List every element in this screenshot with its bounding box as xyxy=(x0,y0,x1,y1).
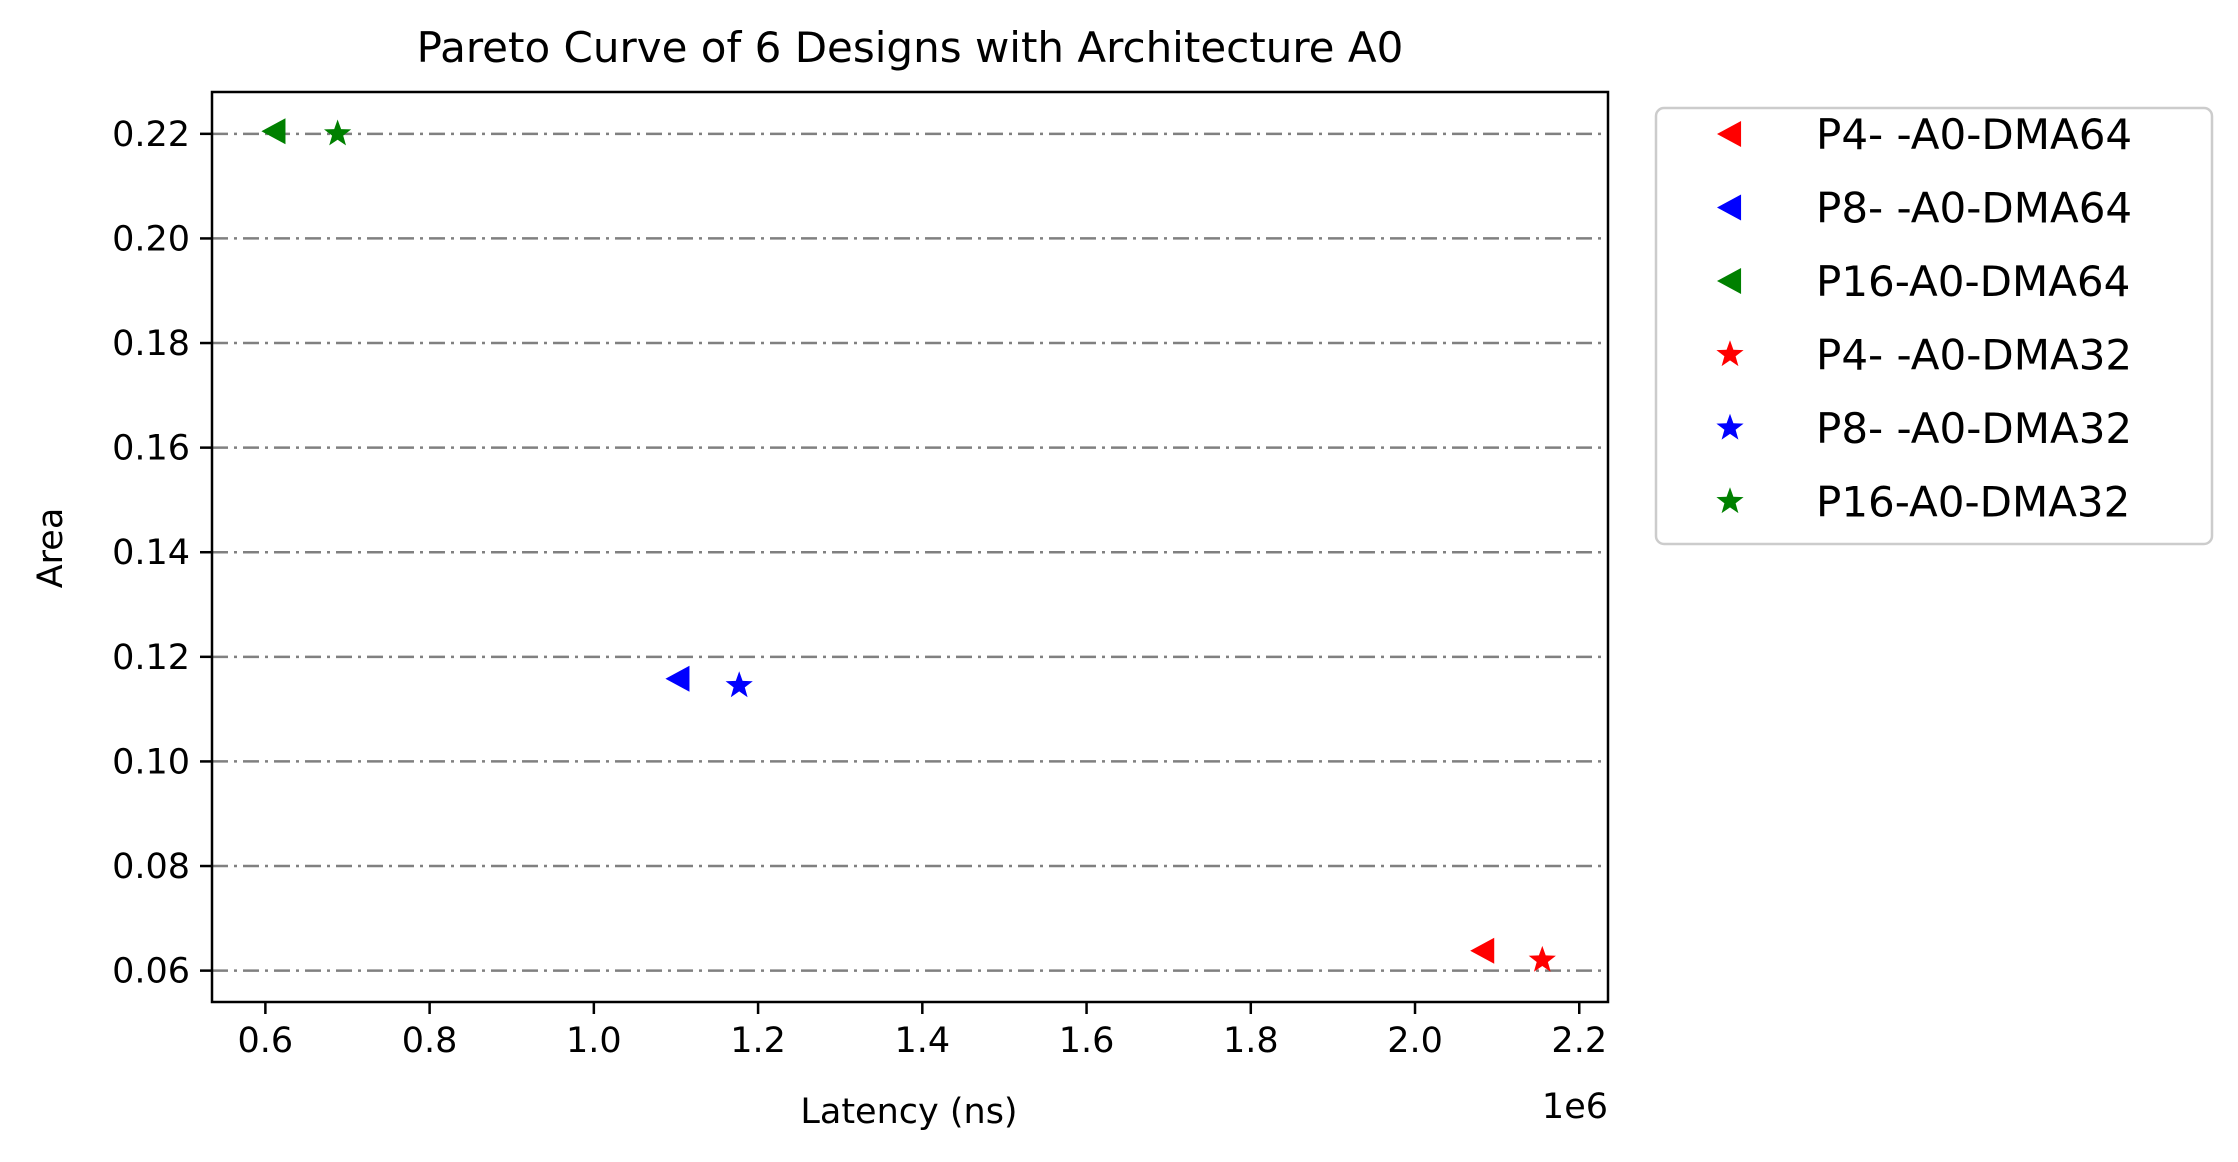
legend-entry-5: P16-A0-DMA32 xyxy=(1816,478,2130,527)
chart-title: Pareto Curve of 6 Designs with Architect… xyxy=(417,23,1404,72)
legend-marker-1 xyxy=(1717,194,1742,221)
plot-area-frame xyxy=(210,90,1610,1004)
x-tick-label: 0.6 xyxy=(238,1021,294,1061)
y-tick-label: 0.06 xyxy=(112,952,190,992)
x-tick-label: 0.8 xyxy=(402,1021,458,1061)
x-axis-offset-label: 1e6 xyxy=(1542,1087,1608,1127)
x-tick-label: 1.0 xyxy=(566,1021,622,1061)
x-tick-label: 2.0 xyxy=(1387,1021,1443,1061)
x-tick-label: 2.2 xyxy=(1551,1021,1607,1061)
legend-entry-3: P4- -A0-DMA32 xyxy=(1816,331,2132,380)
y-axis-label: Area xyxy=(31,508,71,589)
x-axis: 0.6 0.8 1.0 1.2 1.4 1.6 1.8 2.0 2.2 xyxy=(238,1002,1607,1061)
y-axis: 0.06 0.08 0.10 0.12 0.14 0.16 0.18 0.20 0.22 xyxy=(112,115,212,992)
legend-entry-4: P8- -A0-DMA32 xyxy=(1816,404,2132,453)
y-tick-label: 0.14 xyxy=(112,533,190,573)
x-tick-label: 1.4 xyxy=(894,1021,950,1061)
legend-marker-3 xyxy=(1716,340,1744,367)
legend-entry-1: P8- -A0-DMA64 xyxy=(1816,184,2132,233)
legend: P4- -A0-DMA64 P8- -A0-DMA64 P16-A0-DMA64 P4… xyxy=(1654,106,2214,546)
y-tick-label: 0.08 xyxy=(112,847,190,887)
legend-entry-0: P4- -A0-DMA64 xyxy=(1816,110,2132,159)
x-tick-label: 1.6 xyxy=(1059,1021,1115,1061)
legend-marker-5 xyxy=(1716,487,1744,514)
y-tick-label: 0.16 xyxy=(112,429,190,469)
legend-frame xyxy=(1654,106,2214,546)
data-point-3 xyxy=(1528,945,1556,972)
x-tick-label: 1.8 xyxy=(1223,1021,1279,1061)
y-tick-label: 0.10 xyxy=(112,742,190,782)
x-axis-label: Latency (ns) xyxy=(800,1092,1017,1132)
y-tick-label: 0.22 xyxy=(112,115,190,155)
legend-marker-2 xyxy=(1717,268,1742,294)
data-point-5 xyxy=(324,119,352,146)
grid-lines xyxy=(212,132,1608,972)
legend-entry-2: P16-A0-DMA64 xyxy=(1816,257,2130,306)
legend-marker-4 xyxy=(1716,413,1744,440)
data-point-1 xyxy=(665,665,690,692)
y-tick-label: 0.12 xyxy=(112,638,190,678)
x-tick-label: 1.2 xyxy=(730,1021,786,1061)
y-tick-label: 0.18 xyxy=(112,324,190,364)
data-point-0 xyxy=(1470,937,1495,964)
legend-marker-0 xyxy=(1717,121,1742,147)
data-points xyxy=(261,118,1556,972)
data-point-4 xyxy=(725,671,753,698)
y-tick-label: 0.20 xyxy=(112,219,190,259)
data-point-2 xyxy=(261,118,286,145)
